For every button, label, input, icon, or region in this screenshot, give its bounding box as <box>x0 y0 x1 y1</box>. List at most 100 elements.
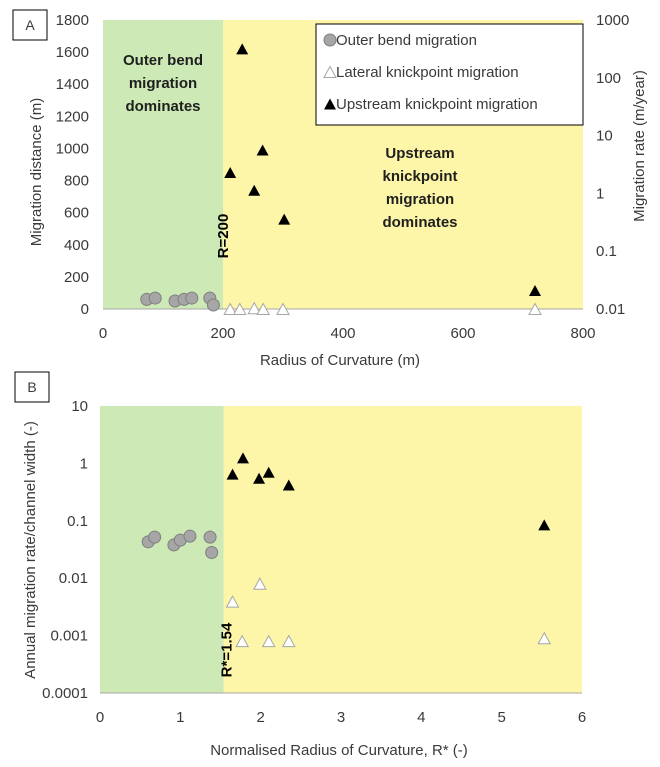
threshold-label: R*=1.54 <box>219 622 236 677</box>
series-open-triangle <box>223 301 542 315</box>
y-tick-label: 0 <box>81 301 89 318</box>
data-point <box>538 519 551 531</box>
data-point <box>226 468 239 480</box>
data-point <box>282 479 295 491</box>
x-tick-label: 3 <box>337 709 345 726</box>
x-tick-label: 5 <box>497 709 505 726</box>
series-filled-triangle <box>224 43 541 297</box>
legend-marker-open-triangle <box>323 65 337 78</box>
data-point <box>253 577 267 590</box>
data-point <box>148 291 162 305</box>
data-point <box>256 144 269 156</box>
data-point <box>224 167 237 179</box>
x-tick-label: 600 <box>450 325 475 342</box>
panel-a-label: A <box>25 17 35 33</box>
y-tick-label: 400 <box>64 237 89 254</box>
zone-upstream-knickpoint <box>223 406 583 693</box>
panel-b-label: B <box>27 379 36 395</box>
legend-marker-filled-triangle <box>324 98 336 110</box>
data-point <box>203 530 217 544</box>
data-point <box>183 529 197 543</box>
data-point <box>529 285 541 297</box>
data-point <box>236 452 249 464</box>
panel-b-label-box <box>14 371 50 403</box>
data-point <box>248 184 261 196</box>
y-tick-label: 10 <box>71 398 88 415</box>
legend: Outer bend migration Lateral knickpoint m… <box>315 23 584 126</box>
threshold-label: R=200 <box>215 214 232 259</box>
panel-a-y-axis-title: Migration distance (m) <box>28 98 45 246</box>
legend-box <box>315 23 584 126</box>
data-point <box>281 634 296 648</box>
y-right-tick-label: 0.1 <box>596 243 617 260</box>
series-circle <box>141 529 219 560</box>
data-point <box>278 213 291 225</box>
x-tick-label: 6 <box>578 709 586 726</box>
panel-b: B R*=1.54 0.0001 0.001 0.01 0.1 1 10 0 1 2 3 4 5 6 No… <box>14 371 586 759</box>
data-point <box>236 43 249 55</box>
panel-b-x-axis-title: Normalised Radius of Curvature, R* (-) <box>210 742 468 759</box>
data-point <box>223 302 238 315</box>
panel-b-y-axis-title: Annual migration rate/channel width (-) <box>22 421 39 679</box>
y-tick-label: 200 <box>64 269 89 286</box>
y-right-tick-label: 1000 <box>596 12 629 29</box>
y-tick-label: 1800 <box>56 12 89 29</box>
zone-label-line: migration <box>386 191 454 208</box>
data-point <box>235 634 250 648</box>
data-point <box>256 302 271 315</box>
legend-marker-circle <box>323 33 337 47</box>
zone-label-outer-bend: Outer bend migration dominates <box>123 52 203 115</box>
x-tick-label: 800 <box>570 325 595 342</box>
y-tick-label: 1600 <box>56 44 89 61</box>
x-tick-label: 400 <box>330 325 355 342</box>
y-tick-label: 1400 <box>56 76 89 93</box>
x-tick-label: 2 <box>256 709 264 726</box>
data-point <box>148 530 162 544</box>
data-point <box>261 634 276 648</box>
panel-a-label-box <box>12 9 48 41</box>
zone-label-line: dominates <box>382 214 457 231</box>
x-tick-label: 0 <box>96 709 104 726</box>
y-tick-label: 0.1 <box>67 513 88 530</box>
zone-label-upstream-knickpoint: Upstream knickpoint migration dominates <box>382 145 457 231</box>
legend-entry: Outer bend migration <box>336 32 477 49</box>
zone-label-line: Outer bend <box>123 52 203 69</box>
data-point <box>205 546 219 560</box>
x-tick-label: 0 <box>99 325 107 342</box>
zone-label-line: Upstream <box>385 145 454 162</box>
y-right-tick-label: 10 <box>596 128 613 145</box>
panel-a-y2-axis-title: Migration rate (m/year) <box>631 70 648 222</box>
y-tick-label: 600 <box>64 205 89 222</box>
data-point <box>262 466 275 478</box>
y-tick-label: 1 <box>80 455 88 472</box>
data-point <box>276 302 290 315</box>
data-point <box>528 302 542 315</box>
data-point <box>206 298 220 312</box>
zone-label-line: dominates <box>125 98 200 115</box>
data-point <box>225 595 240 608</box>
panel-a-x-axis-title: Radius of Curvature (m) <box>260 352 420 369</box>
data-point <box>247 301 262 315</box>
x-tick-label: 4 <box>417 709 425 726</box>
y-tick-label: 0.0001 <box>42 685 88 702</box>
data-point <box>185 291 199 305</box>
y-tick-label: 0.01 <box>59 570 88 587</box>
x-tick-label: 1 <box>176 709 184 726</box>
series-open-triangle <box>225 577 552 648</box>
data-point <box>253 472 266 484</box>
legend-entry: Lateral knickpoint migration <box>336 64 519 81</box>
plot-b: R*=1.54 0.0001 0.001 0.01 0.1 1 10 0 1 2 3 4 5 6 <box>42 398 586 726</box>
y-tick-label: 1200 <box>56 108 89 125</box>
x-tick-label: 200 <box>210 325 235 342</box>
y-right-tick-label: 100 <box>596 70 621 87</box>
data-point <box>537 631 552 645</box>
y-right-tick-label: 1 <box>596 185 604 202</box>
y-tick-label: 800 <box>64 173 89 190</box>
legend-entry: Upstream knickpoint migration <box>336 96 538 113</box>
data-point <box>232 302 247 315</box>
series-circle <box>140 291 220 312</box>
zone-label-line: migration <box>129 75 197 92</box>
y-tick-label: 1000 <box>56 140 89 157</box>
zone-outer-bend <box>100 406 224 693</box>
